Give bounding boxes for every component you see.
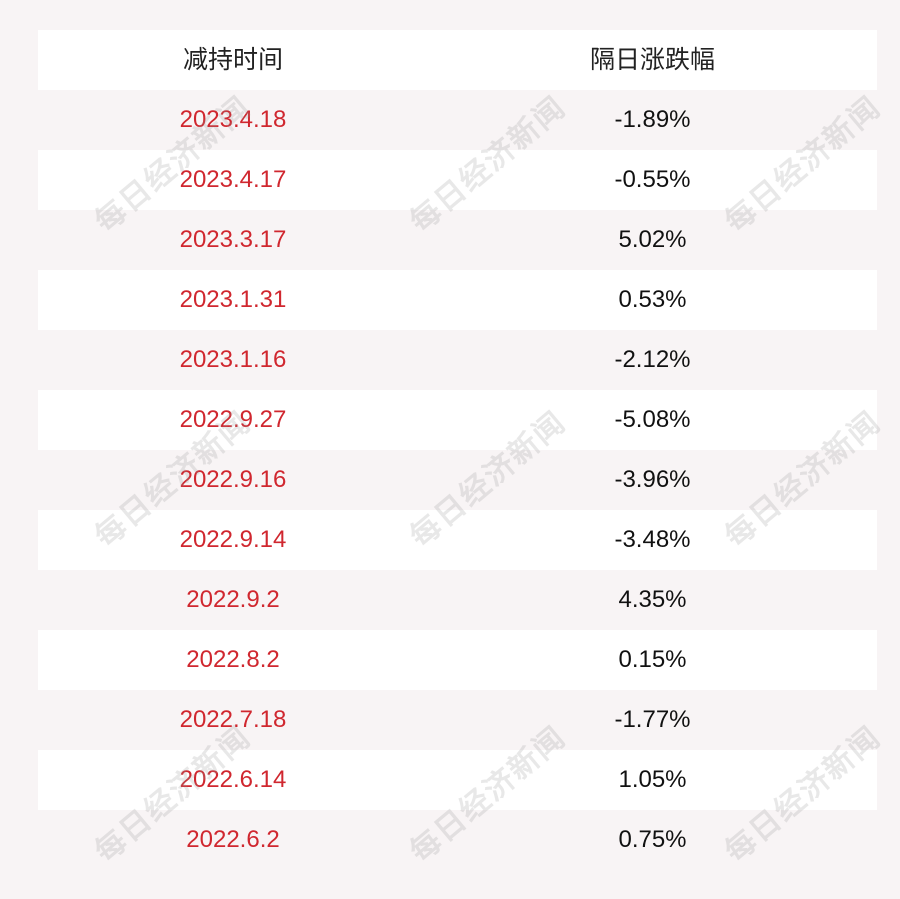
- header-next-day-change: 隔日涨跌幅: [589, 46, 715, 74]
- next-day-change-cell: 5.02%: [618, 226, 687, 253]
- reduction-date-cell: 2022.9.14: [179, 526, 287, 553]
- reduction-table: 减持时间 隔日涨跌幅 2023.4.18 -1.89% 2023.4.17 -0.55…: [38, 30, 877, 870]
- next-day-change-cell: 4.35%: [618, 586, 687, 613]
- reduction-date-cell: 2022.9.27: [179, 406, 287, 433]
- table-header-row: 减持时间 隔日涨跌幅: [38, 30, 877, 90]
- next-day-change-cell: -5.08%: [614, 406, 691, 433]
- table-body: 2023.4.18 -1.89% 2023.4.17 -0.55% 2023.3.17 5…: [38, 90, 877, 870]
- next-day-change-cell: -2.12%: [614, 346, 691, 373]
- next-day-change-cell: -3.96%: [614, 466, 691, 493]
- table-row: 2023.4.18 -1.89%: [38, 90, 877, 150]
- next-day-change-cell: 0.75%: [618, 826, 687, 853]
- reduction-date-cell: 2022.9.16: [179, 466, 287, 493]
- table-row: 2022.9.14 -3.48%: [38, 510, 877, 570]
- reduction-date-cell: 2023.1.31: [179, 286, 287, 313]
- reduction-date-cell: 2023.1.16: [179, 346, 287, 373]
- table-row: 2022.6.14 1.05%: [38, 750, 877, 810]
- header-reduction-date: 减持时间: [182, 46, 283, 74]
- next-day-change-cell: 0.15%: [618, 646, 687, 673]
- next-day-change-cell: -1.77%: [614, 706, 691, 733]
- table-row: 2023.1.31 0.53%: [38, 270, 877, 330]
- reduction-date-cell: 2022.9.2: [186, 586, 280, 613]
- table-row: 2022.8.2 0.15%: [38, 630, 877, 690]
- reduction-date-cell: 2023.3.17: [179, 226, 287, 253]
- reduction-date-cell: 2023.4.18: [179, 106, 287, 133]
- table-row: 2023.1.16 -2.12%: [38, 330, 877, 390]
- table-row: 2022.9.16 -3.96%: [38, 450, 877, 510]
- next-day-change-cell: -1.89%: [614, 106, 691, 133]
- table-row: 2023.3.17 5.02%: [38, 210, 877, 270]
- table-row: 2022.6.2 0.75%: [38, 810, 877, 870]
- table-row: 2023.4.17 -0.55%: [38, 150, 877, 210]
- next-day-change-cell: 0.53%: [618, 286, 687, 313]
- reduction-date-cell: 2022.8.2: [186, 646, 280, 673]
- next-day-change-cell: 1.05%: [618, 766, 687, 793]
- table-row: 2022.9.27 -5.08%: [38, 390, 877, 450]
- reduction-date-cell: 2023.4.17: [179, 166, 287, 193]
- table-row: 2022.7.18 -1.77%: [38, 690, 877, 750]
- table-row: 2022.9.2 4.35%: [38, 570, 877, 630]
- next-day-change-cell: -0.55%: [614, 166, 691, 193]
- reduction-date-cell: 2022.7.18: [179, 706, 287, 733]
- next-day-change-cell: -3.48%: [614, 526, 691, 553]
- reduction-date-cell: 2022.6.2: [186, 826, 280, 853]
- reduction-date-cell: 2022.6.14: [179, 766, 287, 793]
